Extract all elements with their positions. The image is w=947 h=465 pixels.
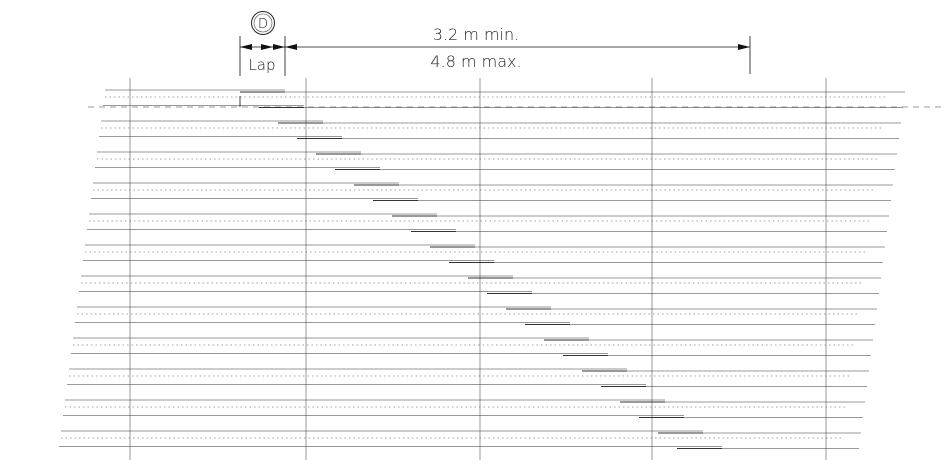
min-length-label: 3.2 m min. bbox=[433, 25, 519, 44]
arrow-lap-mid-left bbox=[261, 44, 273, 50]
max-length-label: 4.8 m max. bbox=[430, 52, 521, 71]
lap-label: Lap bbox=[248, 56, 275, 74]
reinforcement-bars bbox=[59, 89, 905, 449]
arrow-lap-right bbox=[273, 44, 285, 50]
detail-d-circle bbox=[251, 11, 275, 35]
dimension-annotation: D Lap 3.2 m min. 4.8 m max. bbox=[239, 11, 751, 76]
detail-d-inner-circle bbox=[253, 13, 273, 33]
vertical-supports bbox=[129, 78, 827, 460]
detail-symbol: D bbox=[258, 17, 268, 32]
arrow-span-left bbox=[285, 44, 297, 50]
arrow-lap-left bbox=[240, 44, 252, 50]
arrow-span-right bbox=[738, 44, 750, 50]
